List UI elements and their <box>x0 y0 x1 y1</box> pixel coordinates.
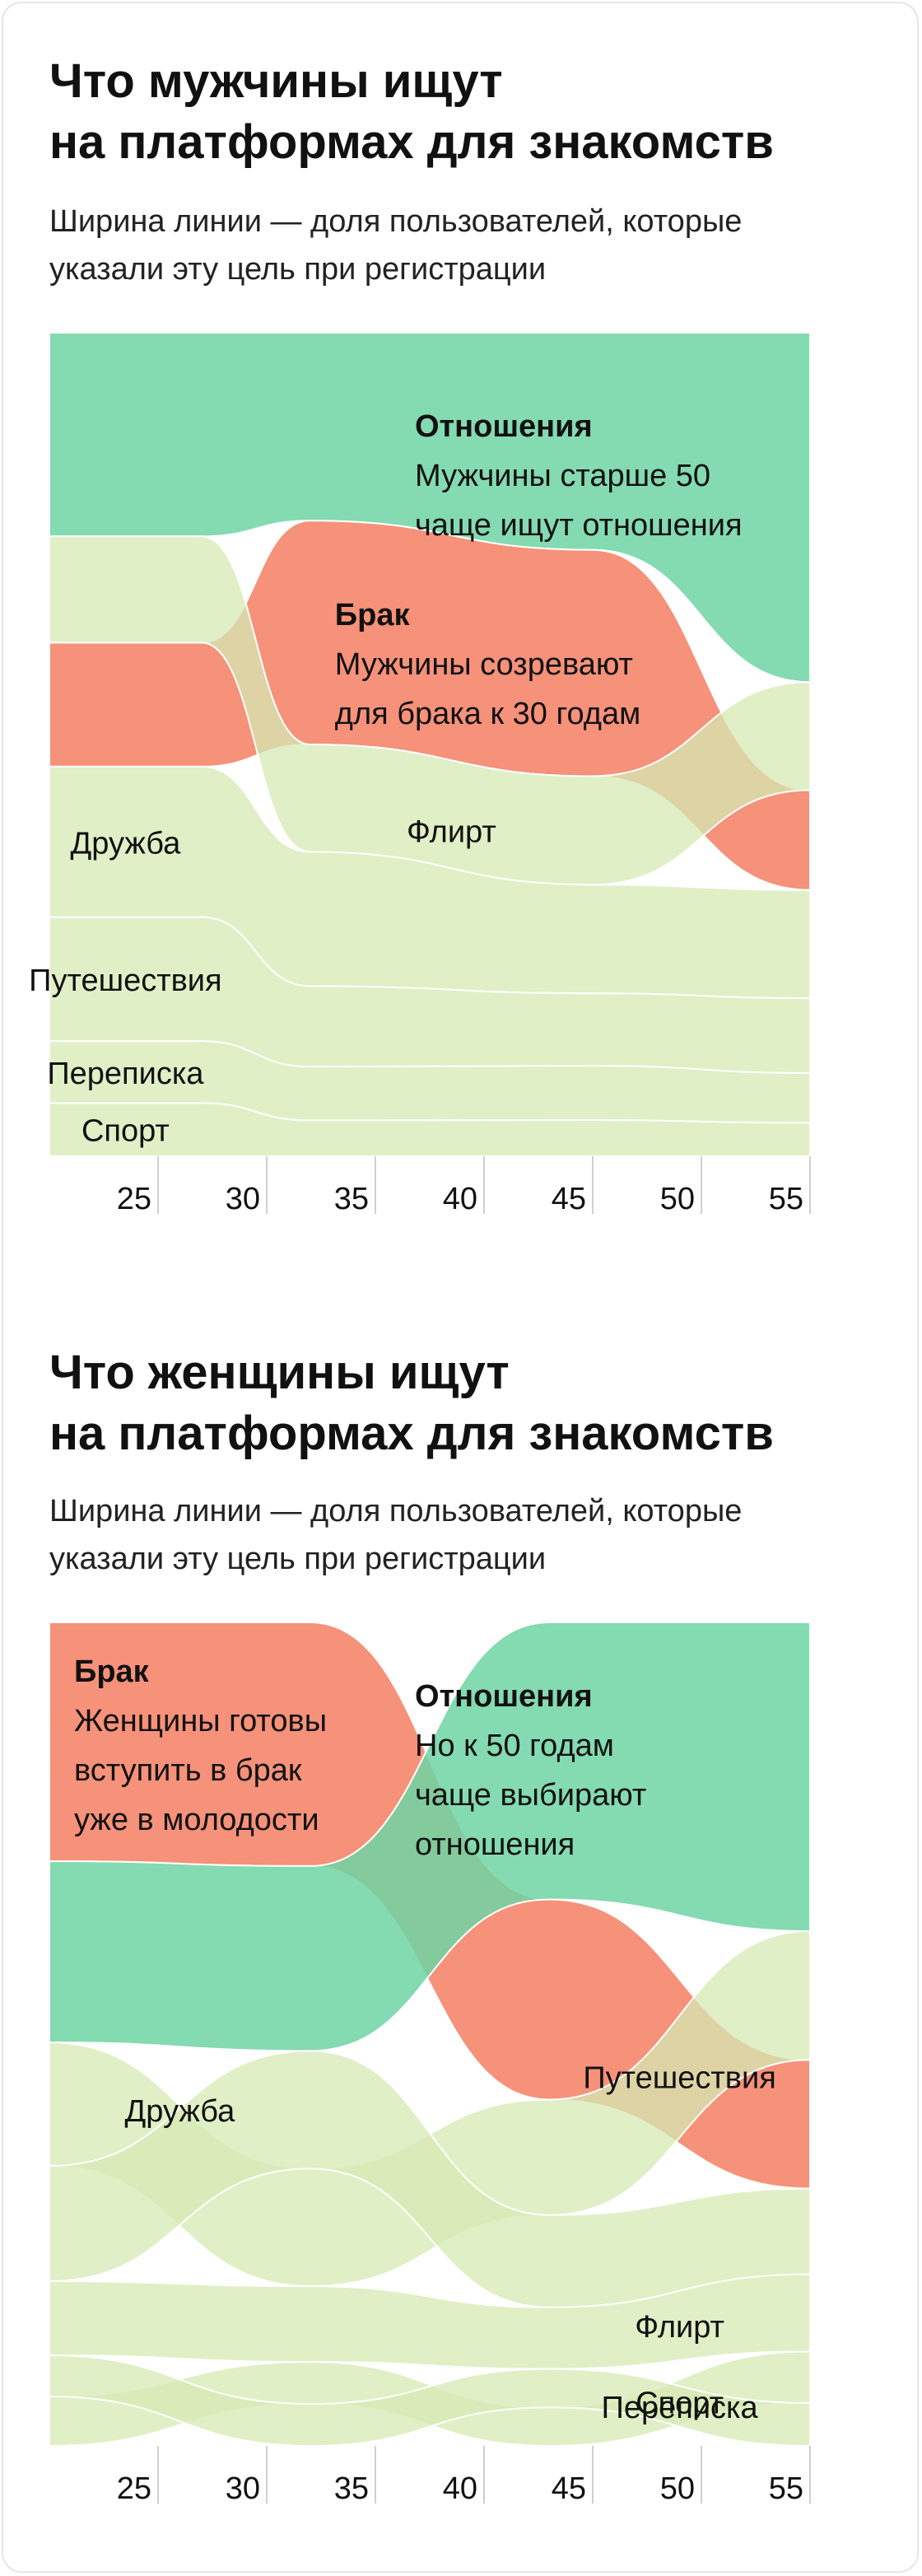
annotation-heading: Отношения <box>415 1679 593 1714</box>
x-tick-label: 35 <box>334 2471 369 2506</box>
flow-band-sport <box>49 1102 811 1158</box>
women-chart-subtitle: Ширина линии — доля пользователей, котор… <box>49 1494 743 1576</box>
women-chart-title: Что женщины ищут на платформах для знако… <box>49 1346 774 1460</box>
flow-band-chatting <box>49 2354 811 2448</box>
annotation-chatting: Переписка <box>602 2391 759 2425</box>
men-chart-title: Что мужчины ищут на платформах для знако… <box>49 54 774 169</box>
annotation-marriage: Брак Женщины готовы вступить в брак уже в м… <box>74 1654 327 1837</box>
series-label: Переписка <box>47 1057 204 1091</box>
x-tick-label: 45 <box>552 1182 586 1216</box>
women-chart: Брак Женщины готовы вступить в брак уже в м… <box>49 1622 811 2506</box>
annotation-line: чаще выбирают <box>415 1778 646 1813</box>
annotation-line: Мужчины созревают <box>335 647 633 682</box>
x-tick-label: 25 <box>117 2471 151 2506</box>
x-tick-label: 55 <box>769 1182 803 1216</box>
annotation-relationships: Отношения Мужчины старше 50 чаще ищут отно… <box>415 409 743 543</box>
flow-band-friendship <box>49 2050 811 2308</box>
x-tick-label: 50 <box>660 1182 695 1216</box>
series-label: Спорт <box>81 1114 170 1149</box>
annotation-flirt: Флирт <box>635 2310 724 2345</box>
series-label: Дружба <box>71 826 182 861</box>
annotation-line: Но к 50 годам <box>415 1729 614 1763</box>
annotation-line: уже в молодости <box>74 1803 319 1837</box>
annotation-relationships: Отношения Но к 50 годам чаще выбирают отнош… <box>415 1679 646 1862</box>
annotation-heading: Отношения <box>415 409 593 444</box>
annotation-friendship: Дружба <box>71 826 182 861</box>
annotation-line: Мужчины старше 50 <box>415 459 710 493</box>
flow-band-flirt <box>49 535 811 886</box>
annotation-sport: Спорт <box>81 1114 170 1149</box>
series-label: Путешествия <box>29 964 221 998</box>
x-tick-label: 50 <box>660 2471 695 2506</box>
annotation-heading: Брак <box>74 1654 150 1689</box>
x-tick-label: 55 <box>769 2471 803 2506</box>
annotation-marriage: Брак Мужчины созревают для брака к 30 года… <box>335 598 640 731</box>
x-tick-label: 30 <box>226 2471 260 2506</box>
series-label: Дружба <box>125 2094 236 2129</box>
annotation-line: для брака к 30 годам <box>335 697 640 731</box>
annotation-friendship: Дружба <box>125 2094 236 2129</box>
series-label: Спорт <box>636 2387 724 2421</box>
annotation-line: чаще ищут отношения <box>415 508 743 543</box>
x-tick-label: 40 <box>443 2471 477 2506</box>
series-label: Флирт <box>635 2310 724 2345</box>
annotation-sport: Спорт <box>636 2387 724 2421</box>
series-label: Путешествия <box>583 2060 775 2095</box>
annotation-flirt: Флирт <box>407 814 496 849</box>
x-tick-label: 40 <box>443 1182 477 1216</box>
annotation-line: Женщины готовы <box>74 1704 327 1738</box>
annotation-chatting: Переписка <box>47 1057 204 1091</box>
x-tick-label: 30 <box>226 1182 260 1216</box>
annotation-line: отношения <box>415 1827 575 1862</box>
x-tick-label: 35 <box>334 1182 369 1216</box>
annotation-line: вступить в брак <box>74 1753 302 1788</box>
annotation-travel: Путешествия <box>29 964 221 998</box>
men-chart: Отношения Мужчины старше 50 чаще ищут отно… <box>29 332 811 1216</box>
flow-band-relationships <box>49 332 811 684</box>
series-label: Флирт <box>407 814 496 849</box>
annotation-heading: Брак <box>335 598 411 632</box>
x-tick-label: 25 <box>117 1182 151 1216</box>
annotation-travel: Путешествия <box>583 2060 775 2095</box>
series-label: Переписка <box>602 2391 759 2425</box>
x-tick-label: 45 <box>552 2471 586 2506</box>
men-chart-subtitle: Ширина линии — доля пользователей, котор… <box>49 204 743 287</box>
